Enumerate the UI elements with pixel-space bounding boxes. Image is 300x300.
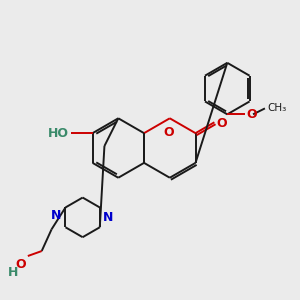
Text: N: N: [103, 211, 113, 224]
Text: N: N: [51, 209, 62, 222]
Text: H: H: [8, 266, 18, 279]
Text: O: O: [15, 258, 26, 271]
Text: O: O: [246, 108, 257, 121]
Text: CH₃: CH₃: [267, 103, 286, 113]
Text: O: O: [164, 126, 174, 139]
Text: HO: HO: [48, 127, 69, 140]
Text: O: O: [216, 117, 227, 130]
